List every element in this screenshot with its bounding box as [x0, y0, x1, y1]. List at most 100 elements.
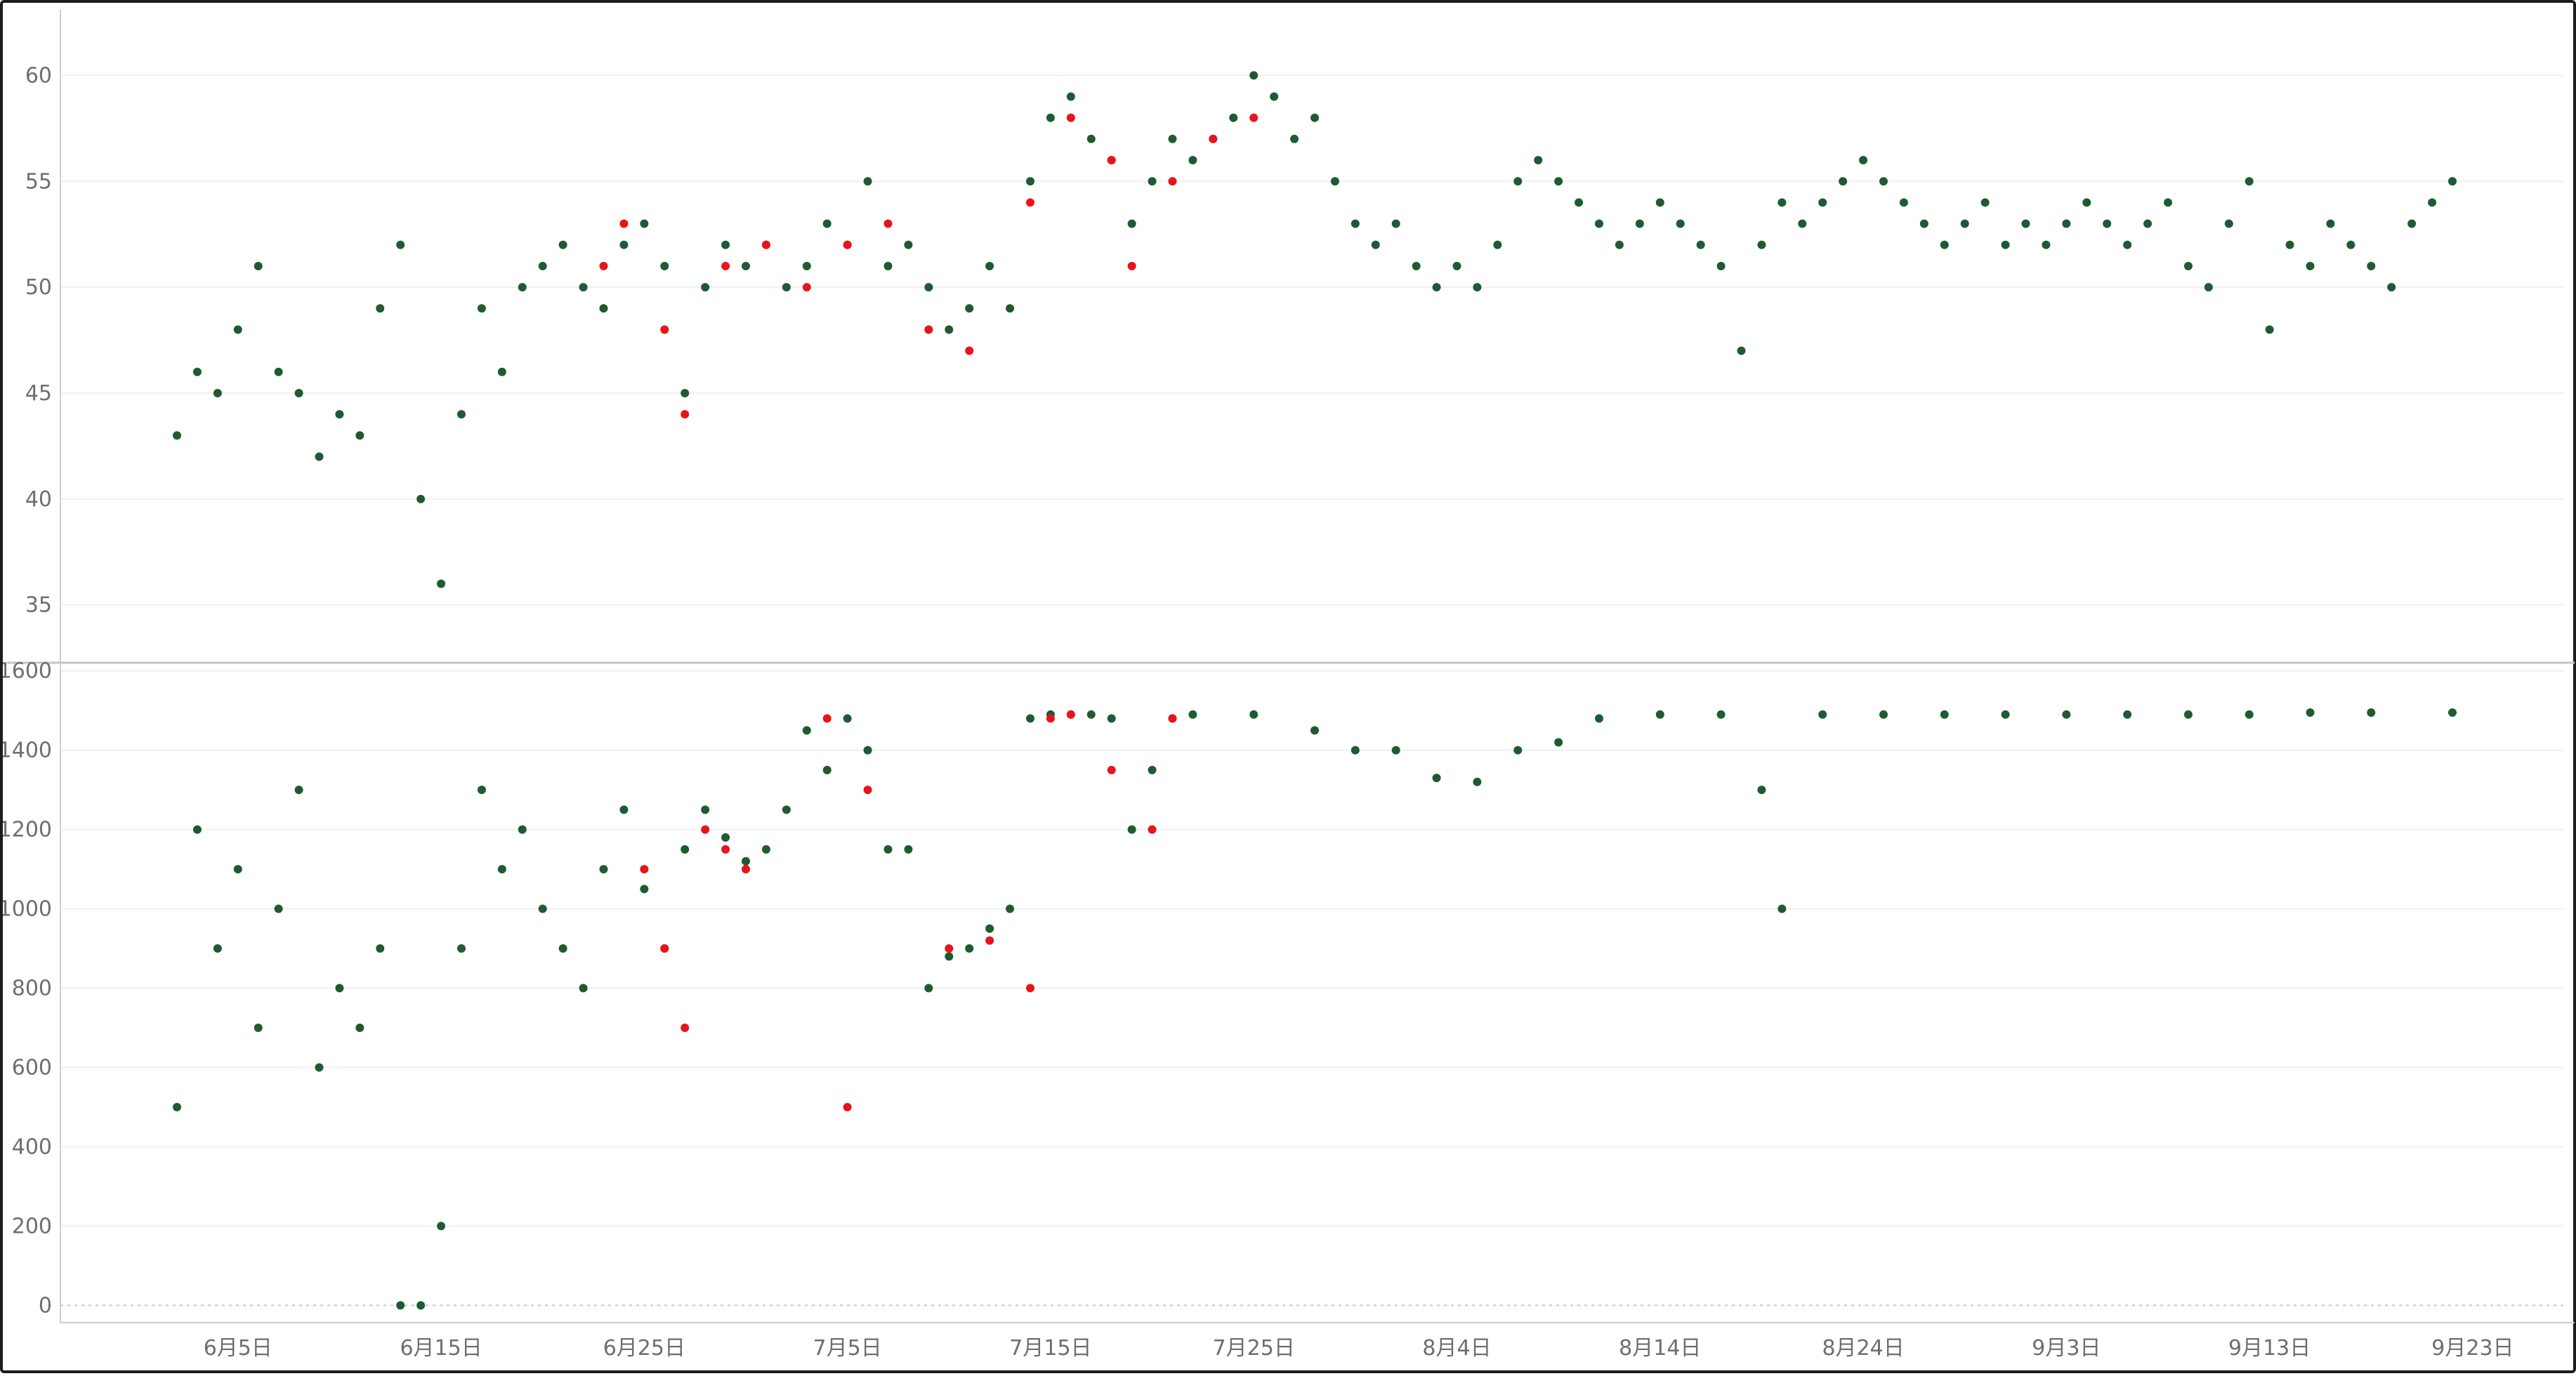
top-point-series1	[213, 388, 222, 397]
bottom-point-series2	[1168, 714, 1177, 723]
x-tick-label: 6月5日	[204, 1336, 272, 1361]
top-point-series1	[1391, 219, 1400, 228]
top-point-series1	[1716, 261, 1726, 270]
top-point-series1	[2021, 219, 2030, 228]
bottom-point-series1	[1940, 710, 1949, 719]
bottom-point-series1	[761, 845, 770, 854]
top-point-series1	[802, 261, 811, 270]
bottom-point-series1	[945, 952, 954, 961]
bottom-point-series1	[1127, 825, 1136, 834]
bottom-point-series1	[1351, 746, 1360, 755]
top-point-series1	[1270, 92, 1279, 101]
bottom-point-series1	[1473, 777, 1482, 786]
top-point-series1	[1859, 156, 1868, 165]
bottom-point-series2	[822, 714, 832, 723]
bottom-point-series2	[843, 1102, 852, 1111]
top-point-series1	[1676, 219, 1685, 228]
x-tick-label: 7月15日	[1009, 1336, 1091, 1361]
bottom-pane-gridlines	[60, 670, 2563, 1306]
bottom-point-series1	[1026, 714, 1034, 723]
top-point-series1	[315, 452, 324, 461]
top-point-series1	[1655, 198, 1664, 207]
bottom-point-series1	[192, 825, 202, 834]
bottom-point-series1	[1513, 746, 1523, 755]
top-point-series1	[1351, 219, 1360, 228]
top-point-series2	[924, 325, 933, 334]
top-point-series1	[254, 261, 263, 270]
top-point-series1	[192, 367, 202, 376]
top-point-series2	[1249, 113, 1259, 122]
top-point-series1	[579, 283, 588, 292]
bottom-point-series1	[2001, 710, 2010, 719]
bottom-point-series2	[1148, 825, 1157, 834]
bottom-point-series1	[538, 904, 547, 913]
top-point-series1	[1919, 219, 1928, 228]
top-point-series1	[2082, 198, 2091, 207]
bottom-point-series1	[2245, 710, 2254, 719]
top-point-series1	[2265, 325, 2274, 334]
bottom-point-series1	[1432, 774, 1441, 783]
bottom-point-series1	[924, 984, 933, 993]
top-point-series1	[2326, 219, 2335, 228]
top-point-series1	[2387, 283, 2396, 292]
top-point-series1	[1899, 198, 1908, 207]
top-point-series2	[1168, 177, 1177, 186]
bottom-point-series1	[355, 1024, 364, 1033]
bottom-point-series2	[1046, 714, 1055, 723]
bottom-point-series2	[640, 865, 649, 874]
top-y-tick-label: 40	[25, 487, 52, 512]
top-point-series1	[1432, 283, 1441, 292]
top-point-series1	[2224, 219, 2233, 228]
top-point-series1	[2428, 198, 2437, 207]
top-point-series1	[1127, 219, 1136, 228]
bottom-point-series1	[254, 1024, 263, 1033]
top-point-series1	[233, 325, 242, 334]
top-point-series1	[822, 219, 832, 228]
top-point-series1	[863, 177, 872, 186]
top-point-series1	[497, 367, 506, 376]
bottom-point-series1	[1554, 738, 1563, 747]
bottom-point-series1	[782, 805, 791, 814]
top-point-series1	[1371, 240, 1380, 249]
top-point-series1	[924, 283, 933, 292]
bottom-point-series1	[1086, 710, 1096, 719]
top-point-series1	[660, 261, 669, 270]
bottom-point-series2	[681, 1024, 690, 1033]
top-point-series1	[1006, 304, 1015, 313]
bottom-point-series1	[742, 856, 750, 866]
bottom-point-series1	[701, 805, 710, 814]
bottom-point-series1	[518, 825, 527, 834]
top-point-series1	[1940, 240, 1949, 249]
bottom-point-series1	[173, 1102, 181, 1111]
bottom-point-series2	[660, 944, 669, 953]
top-point-series1	[945, 325, 954, 334]
top-point-series1	[701, 283, 710, 292]
top-point-series1	[2448, 177, 2457, 186]
bottom-point-series1	[2367, 708, 2376, 717]
bottom-point-series1	[558, 944, 567, 953]
top-point-series2	[1107, 156, 1116, 165]
bottom-point-series1	[863, 746, 872, 755]
top-y-tick-label: 45	[25, 381, 52, 406]
top-point-series2	[1209, 134, 1218, 143]
bottom-point-series1	[883, 845, 893, 854]
top-point-series1	[1534, 156, 1543, 165]
bottom-point-series1	[416, 1301, 426, 1310]
top-point-series1	[2183, 261, 2193, 270]
top-point-series1	[1473, 283, 1482, 292]
top-point-series1	[2164, 198, 2172, 207]
bottom-point-series1	[2062, 710, 2071, 719]
bottom-point-series1	[904, 845, 913, 854]
x-tick-label: 7月5日	[813, 1336, 882, 1361]
top-point-series1	[1879, 177, 1888, 186]
x-tick-label: 9月23日	[2431, 1336, 2513, 1361]
top-point-series1	[355, 431, 364, 440]
bottom-point-series2	[945, 944, 954, 953]
bottom-point-series1	[1716, 710, 1726, 719]
bottom-point-series1	[2123, 710, 2132, 719]
top-point-series1	[1575, 198, 1584, 207]
bottom-point-series1	[1391, 746, 1400, 755]
top-point-series1	[2103, 219, 2112, 228]
bottom-point-series2	[1026, 984, 1034, 993]
top-point-series1	[518, 283, 527, 292]
